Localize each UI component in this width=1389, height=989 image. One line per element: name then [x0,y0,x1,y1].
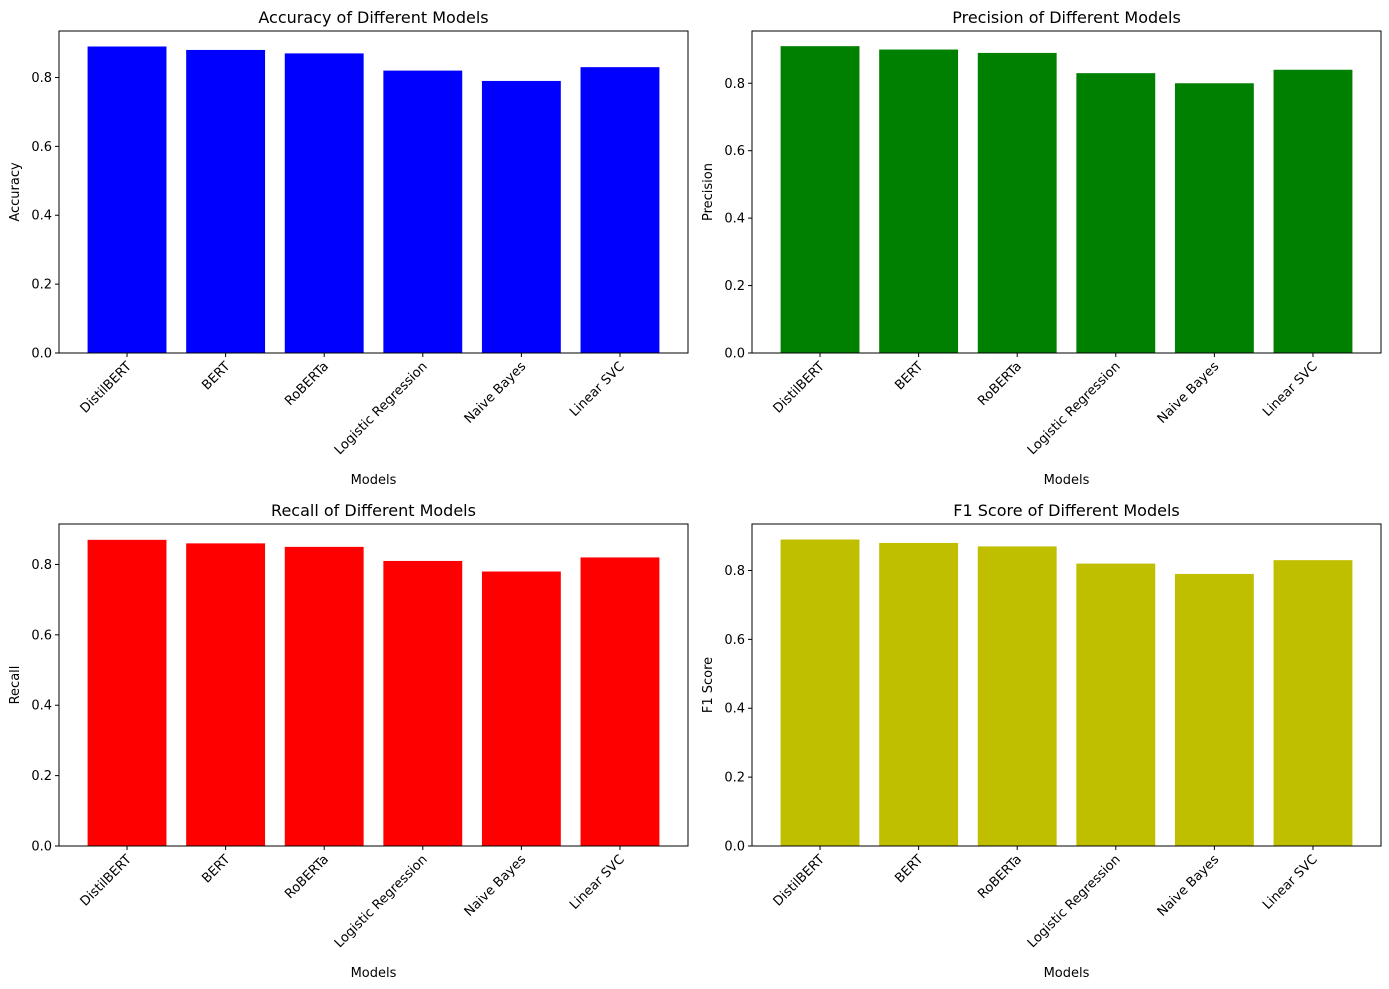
accuracy-x-tick-label: Logistic Regression [332,359,431,458]
f1-score-x-tick-label: DistilBERT [771,852,828,909]
accuracy-bar [284,53,364,353]
precision-y-tick-label: 0.2 [724,279,745,294]
precision-x-tick-label: DistilBERT [771,359,828,416]
precision-x-tick-label: Naive Bayes [1155,359,1223,427]
accuracy-x-axis-label: Models [351,473,397,488]
precision-x-tick-label: Logistic Regression [1025,359,1124,458]
recall-y-tick-label: 0.4 [31,699,52,714]
precision-chart: 0.0 0.2 0.4 0.6 0.8 DistilBERT BERT RoBERTa Logi… [701,8,1382,488]
recall-x-tick-label: Logistic Regression [332,852,431,951]
precision-bar [780,46,860,354]
accuracy-x-tick-label: DistilBERT [78,359,135,416]
recall-chart: 0.0 0.2 0.4 0.6 0.8 DistilBERT BERT RoBERTa Logi… [8,501,689,981]
f1-score-bar [977,546,1057,846]
precision-bar [1174,83,1254,353]
f1-score-x-tick-label: BERT [892,852,926,886]
precision-y-axis-label: Precision [701,163,716,221]
accuracy-bar [481,80,561,353]
recall-y-axis-label: Recall [8,666,23,705]
accuracy-bar [186,49,266,353]
f1-score-axes-frame [751,523,1382,847]
f1-score-bar [780,539,860,846]
recall-y-tick-label: 0.0 [31,840,52,855]
f1-score-y-tick-label: 0.2 [724,771,745,786]
recall-x-axis-label: Models [351,966,397,981]
accuracy-bar [580,67,660,353]
precision-x-tick-label: Linear SVC [1260,359,1321,420]
recall-y-tick-label: 0.2 [31,769,52,784]
precision-bar [1273,69,1353,354]
f1-score-chart-title: F1 Score of Different Models [953,501,1179,520]
f1-score-bar [1273,560,1353,846]
recall-x-tick-label: Linear SVC [567,852,628,913]
accuracy-x-tick-label: RoBERTa [282,359,332,409]
f1-score-x-tick-label: Logistic Regression [1025,852,1124,951]
recall-bar [87,539,167,846]
precision-x-axis-label: Models [1044,473,1090,488]
f1-score-y-tick-label: 0.6 [724,633,745,648]
precision-axes-frame [751,30,1382,354]
precision-x-tick-label: RoBERTa [975,359,1025,409]
f1-score-bar [1174,573,1254,846]
f1-score-x-tick-label: Linear SVC [1260,852,1321,913]
accuracy-bar [87,46,167,353]
accuracy-x-tick-label: Naive Bayes [462,359,530,427]
f1-score-y-tick-label: 0.0 [724,840,745,855]
recall-y-tick-label: 0.8 [31,558,52,573]
accuracy-x-tick-label: BERT [199,359,233,393]
accuracy-x-tick-label: Linear SVC [567,359,628,420]
recall-x-tick-label: RoBERTa [282,852,332,902]
accuracy-y-axis-label: Accuracy [8,162,23,222]
recall-y-tick-label: 0.6 [31,628,52,643]
recall-chart-title: Recall of Different Models [271,501,476,520]
accuracy-chart: 0.0 0.2 0.4 0.6 0.8 DistilBERT BERT RoBERTa Logi… [8,8,689,488]
recall-x-tick-label: BERT [199,852,233,886]
accuracy-y-tick-label: 0.0 [31,347,52,362]
accuracy-y-tick-label: 0.6 [31,140,52,155]
f1-score-y-tick-label: 0.8 [724,564,745,579]
recall-x-tick-label: Naive Bayes [462,852,530,920]
recall-bar [383,560,463,846]
f1-score-x-tick-label: RoBERTa [975,852,1025,902]
accuracy-bar [383,70,463,353]
accuracy-y-tick-label: 0.4 [31,209,52,224]
f1-score-x-axis-label: Models [1044,966,1090,981]
precision-y-tick-label: 0.0 [724,347,745,362]
recall-bar [284,546,364,846]
precision-bar [1076,73,1156,354]
recall-x-tick-label: DistilBERT [78,852,135,909]
precision-y-tick-label: 0.6 [724,144,745,159]
recall-axes-frame [58,523,689,847]
recall-bar [481,571,561,846]
precision-bar [977,52,1057,354]
precision-chart-title: Precision of Different Models [952,8,1181,27]
accuracy-y-tick-label: 0.2 [31,278,52,293]
accuracy-chart-title: Accuracy of Different Models [258,8,488,27]
recall-bar [186,543,266,846]
f1-score-y-tick-label: 0.4 [724,702,745,717]
f1-score-bar [1076,563,1156,846]
f1-score-y-axis-label: F1 Score [701,657,716,713]
recall-bar [580,557,660,846]
precision-y-tick-label: 0.8 [724,77,745,92]
f1-score-bar [879,542,959,846]
precision-bar [879,49,959,353]
precision-y-tick-label: 0.4 [724,212,745,227]
accuracy-axes-frame [58,30,689,354]
f1-score-chart: 0.0 0.2 0.4 0.6 0.8 DistilBERT BERT RoBERTa Logi… [701,501,1382,981]
accuracy-y-tick-label: 0.8 [31,71,52,86]
f1-score-x-tick-label: Naive Bayes [1155,852,1223,920]
precision-x-tick-label: BERT [892,359,926,393]
